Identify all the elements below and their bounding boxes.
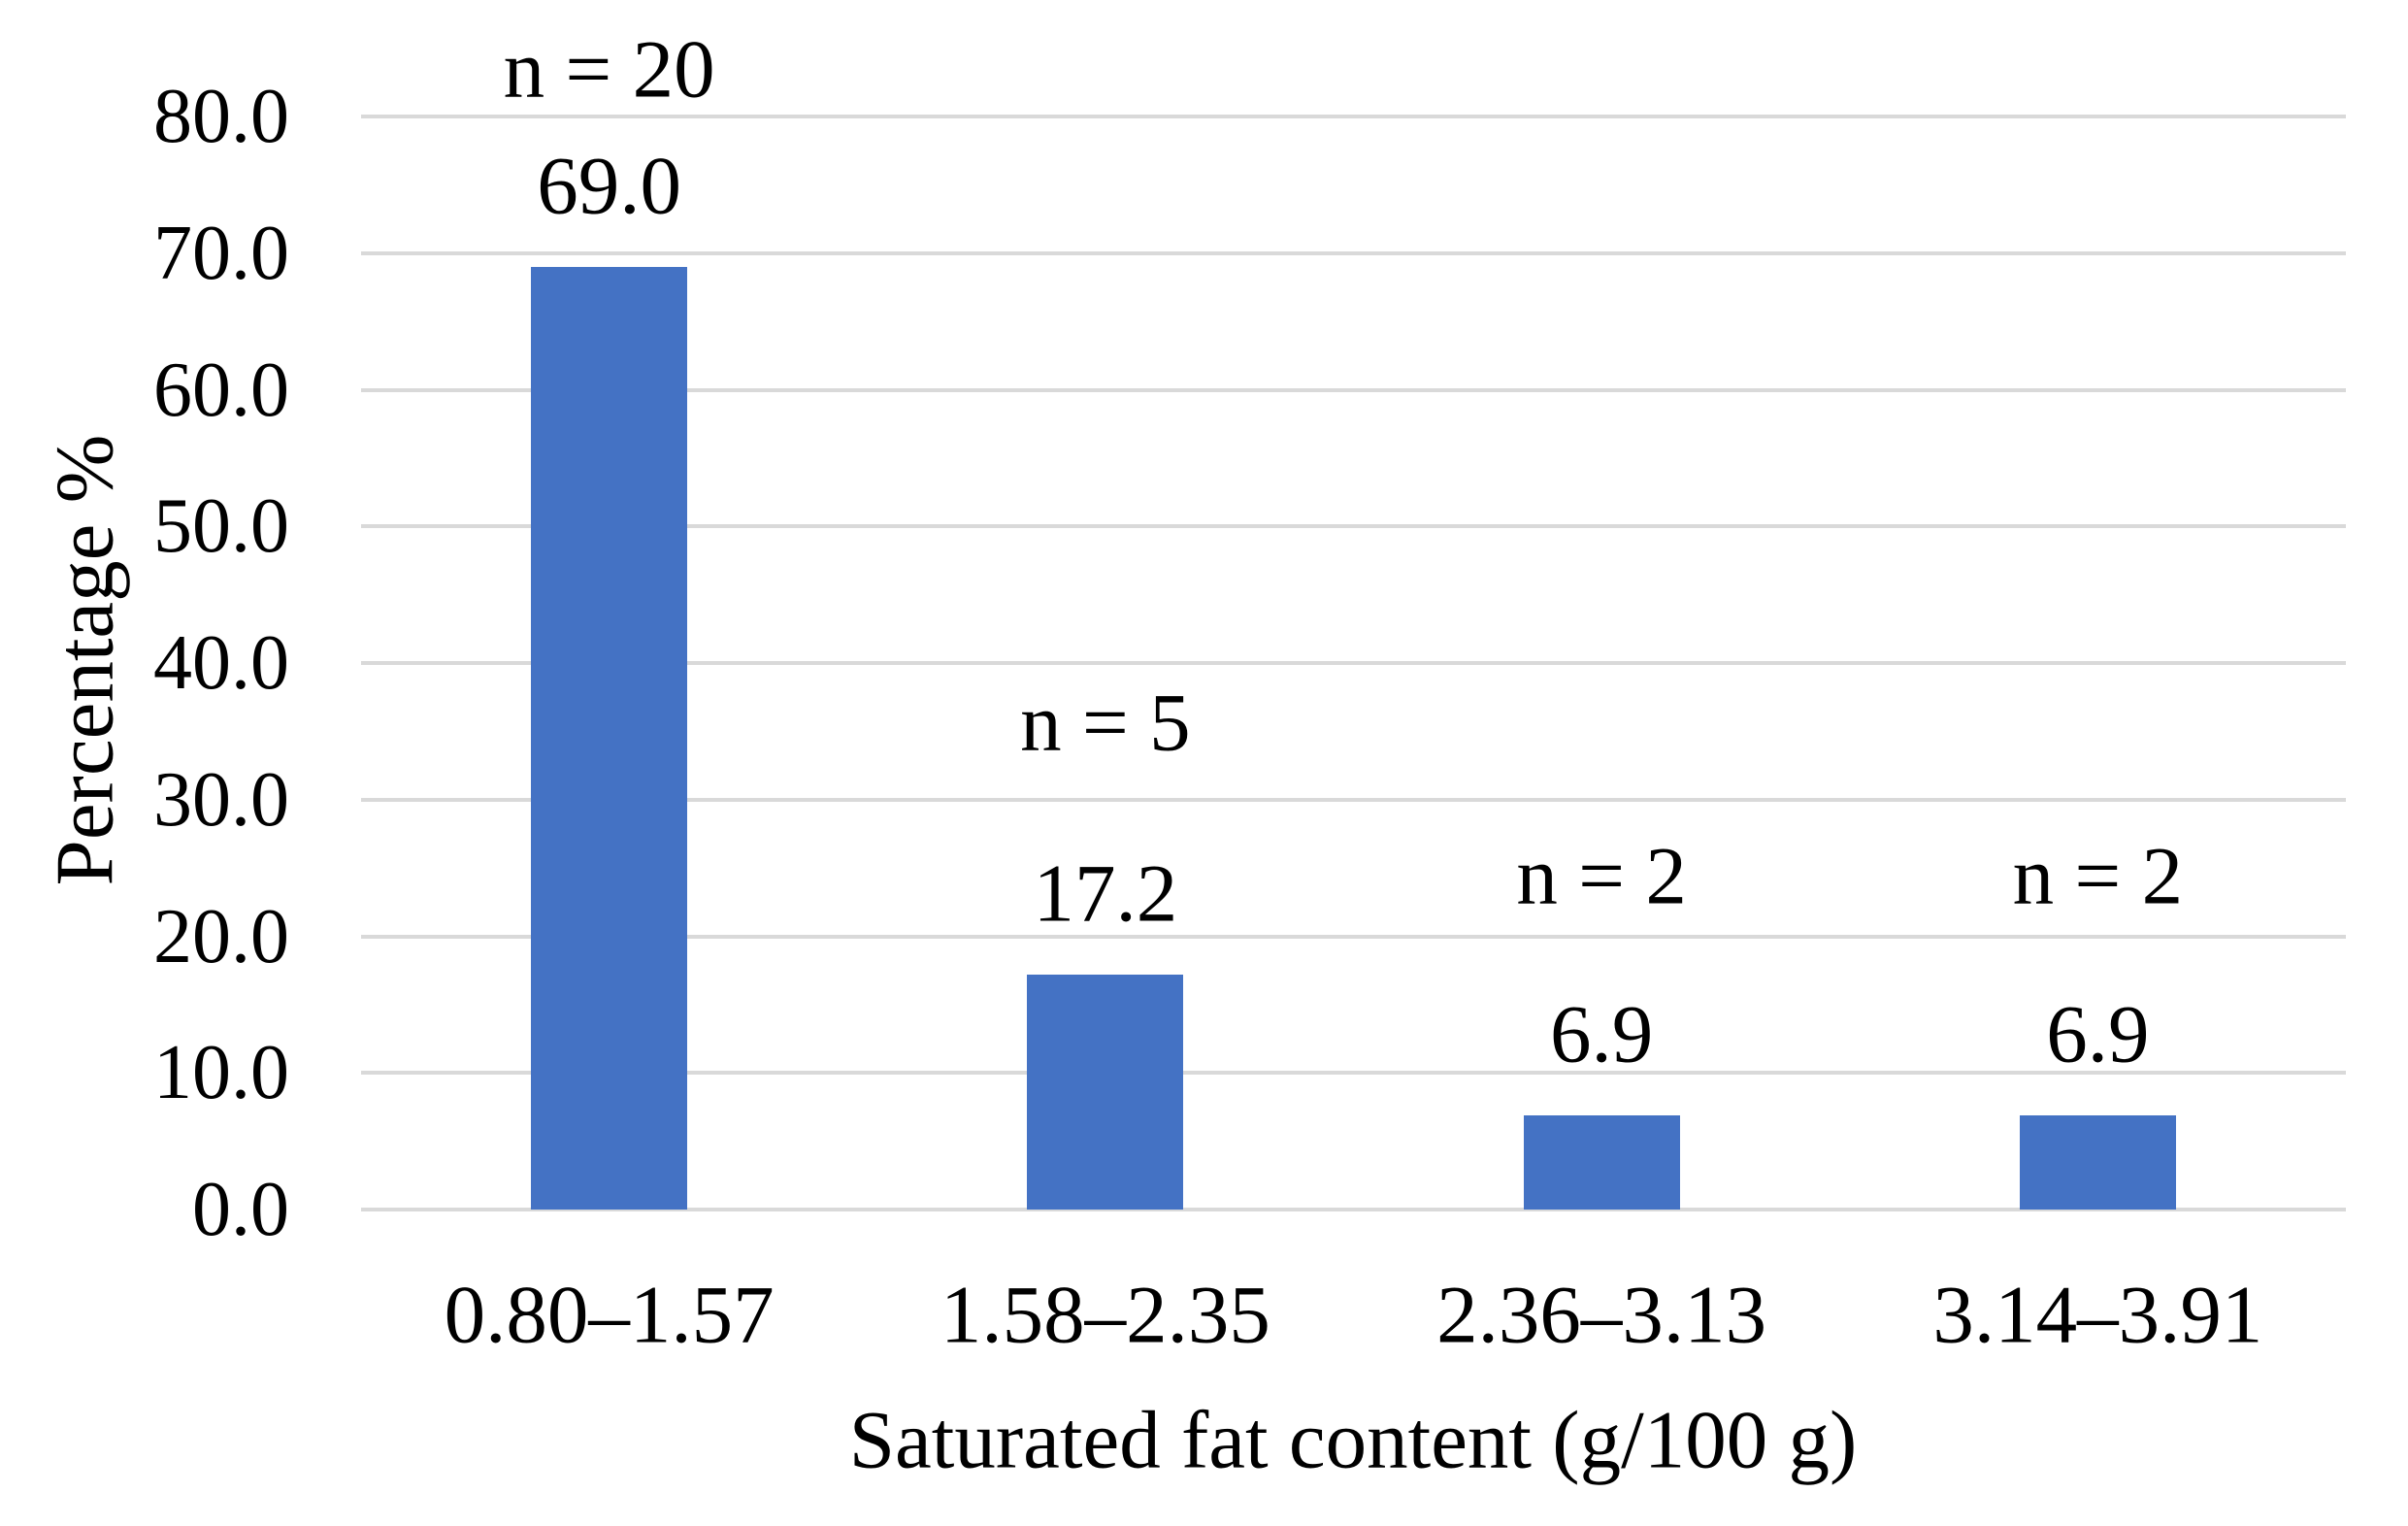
x-category-label: 2.36–3.13 xyxy=(1436,1269,1767,1361)
gridline xyxy=(361,797,2346,802)
gridline xyxy=(361,1071,2346,1076)
y-tick-label: 60.0 xyxy=(153,347,289,433)
y-tick-label: 50.0 xyxy=(153,483,289,570)
y-tick-label: 80.0 xyxy=(153,74,289,159)
bar-n-label: n = 5 xyxy=(1020,677,1191,769)
bar xyxy=(531,266,688,1210)
gridline xyxy=(361,115,2346,118)
gridline xyxy=(361,387,2346,392)
y-tick-label: 40.0 xyxy=(153,620,289,706)
bar-n-label: n = 2 xyxy=(2012,830,2184,922)
gridline xyxy=(361,934,2346,939)
gridline xyxy=(361,250,2346,255)
x-category-label: 1.58–2.35 xyxy=(940,1269,1270,1361)
bar-value-label: 6.9 xyxy=(1550,988,1654,1080)
bar xyxy=(2019,1114,2176,1210)
gridline xyxy=(361,524,2346,529)
y-tick-label: 20.0 xyxy=(153,893,289,979)
x-axis-line xyxy=(361,1208,2346,1211)
y-tick-label: 30.0 xyxy=(153,756,289,843)
gridline xyxy=(361,661,2346,665)
bar xyxy=(1523,1114,1680,1210)
bar-n-label: n = 2 xyxy=(1516,830,1687,922)
bar-value-label: 17.2 xyxy=(1033,847,1178,940)
x-category-label: 0.80–1.57 xyxy=(444,1269,775,1361)
bar xyxy=(1027,974,1184,1210)
bar-n-label: n = 20 xyxy=(503,23,715,116)
x-category-label: 3.14–3.91 xyxy=(1932,1269,2263,1361)
bar-value-label: 69.0 xyxy=(537,140,681,232)
x-axis-title: Saturated fat content (g/100 g) xyxy=(848,1394,1858,1486)
y-tick-label: 10.0 xyxy=(153,1030,289,1116)
y-tick-label: 70.0 xyxy=(153,210,289,296)
y-tick-label: 0.0 xyxy=(192,1167,289,1252)
bar-value-label: 6.9 xyxy=(2046,988,2150,1080)
